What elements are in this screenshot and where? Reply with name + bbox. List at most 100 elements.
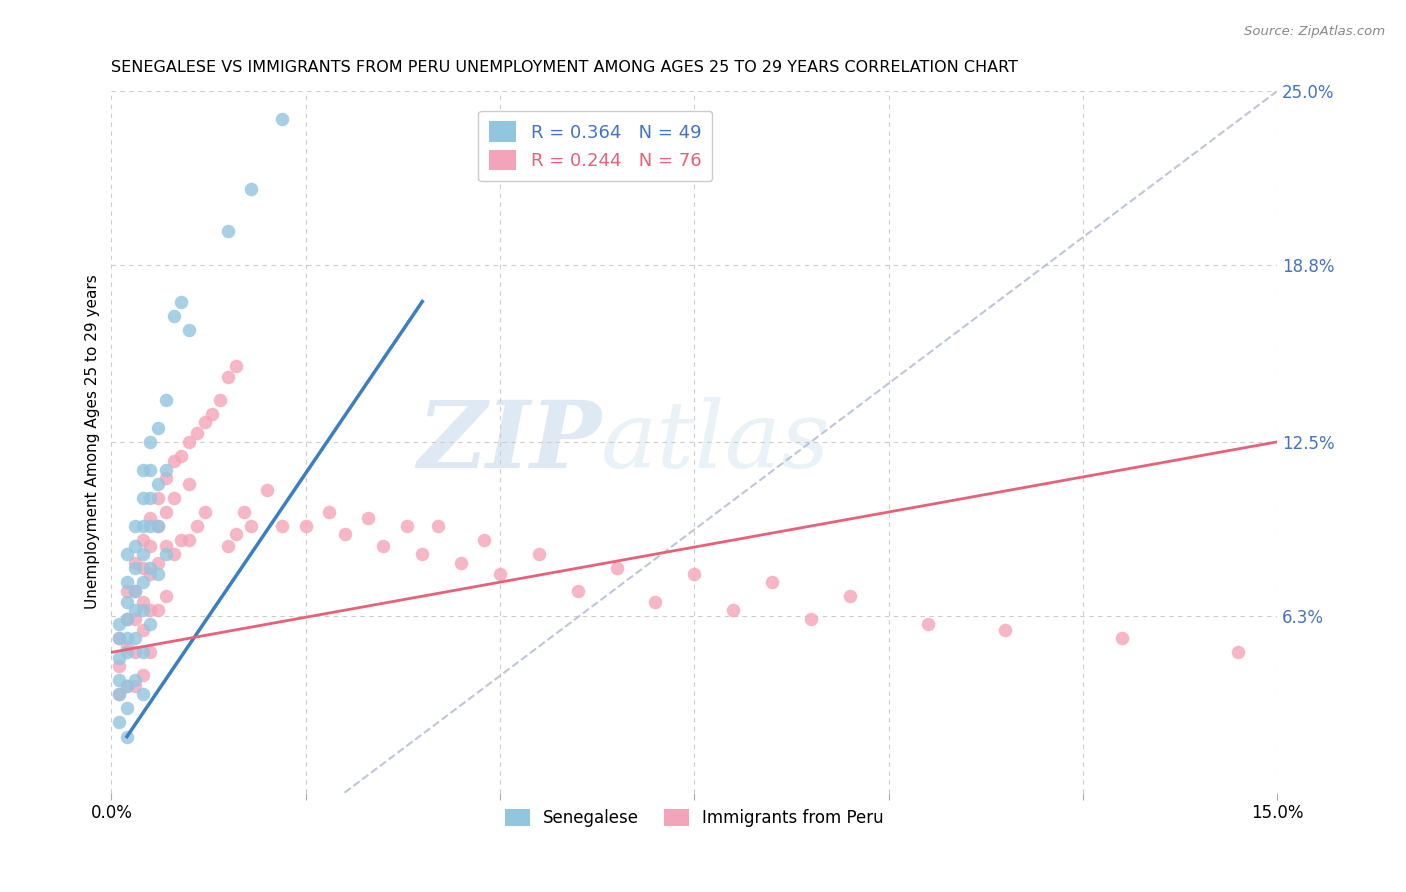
Point bbox=[115, 575, 138, 590]
Point bbox=[838, 589, 860, 603]
Point bbox=[155, 505, 177, 519]
Text: SENEGALESE VS IMMIGRANTS FROM PERU UNEMPLOYMENT AMONG AGES 25 TO 29 YEARS CORREL: SENEGALESE VS IMMIGRANTS FROM PERU UNEMP… bbox=[111, 60, 1018, 75]
Point bbox=[489, 566, 512, 581]
Point bbox=[186, 519, 208, 533]
Point bbox=[567, 583, 589, 598]
Point bbox=[162, 454, 184, 468]
Point bbox=[115, 645, 138, 659]
Point bbox=[131, 667, 153, 681]
Point bbox=[155, 547, 177, 561]
Point bbox=[683, 566, 706, 581]
Point bbox=[124, 583, 146, 598]
Point bbox=[139, 603, 162, 617]
Point bbox=[146, 421, 169, 435]
Point bbox=[108, 659, 131, 673]
Point bbox=[139, 519, 162, 533]
Point bbox=[139, 566, 162, 581]
Point bbox=[474, 533, 496, 547]
Point bbox=[194, 415, 217, 429]
Point bbox=[179, 434, 201, 449]
Point bbox=[357, 510, 380, 524]
Point bbox=[131, 688, 153, 702]
Point bbox=[131, 645, 153, 659]
Point bbox=[124, 632, 146, 646]
Point bbox=[333, 527, 356, 541]
Point bbox=[124, 645, 146, 659]
Point bbox=[170, 449, 193, 463]
Point bbox=[179, 477, 201, 491]
Point bbox=[115, 632, 138, 646]
Point bbox=[139, 491, 162, 505]
Point bbox=[108, 715, 131, 730]
Point bbox=[139, 561, 162, 575]
Point bbox=[146, 491, 169, 505]
Point bbox=[201, 407, 224, 421]
Point bbox=[294, 519, 316, 533]
Point bbox=[209, 392, 232, 407]
Point bbox=[373, 539, 395, 553]
Point bbox=[124, 603, 146, 617]
Point bbox=[217, 224, 239, 238]
Point bbox=[115, 679, 138, 693]
Point bbox=[232, 505, 254, 519]
Point bbox=[124, 679, 146, 693]
Point bbox=[108, 651, 131, 665]
Point bbox=[155, 471, 177, 485]
Point bbox=[155, 589, 177, 603]
Point bbox=[139, 434, 162, 449]
Point bbox=[108, 688, 131, 702]
Point bbox=[124, 539, 146, 553]
Point bbox=[115, 612, 138, 626]
Point bbox=[179, 322, 201, 336]
Point bbox=[146, 519, 169, 533]
Point bbox=[395, 519, 418, 533]
Point bbox=[271, 519, 294, 533]
Point bbox=[108, 617, 131, 632]
Point bbox=[146, 477, 169, 491]
Point bbox=[131, 547, 153, 561]
Point bbox=[115, 640, 138, 654]
Point bbox=[115, 595, 138, 609]
Point bbox=[108, 632, 131, 646]
Point bbox=[115, 730, 138, 744]
Point bbox=[155, 539, 177, 553]
Point bbox=[225, 359, 247, 373]
Point bbox=[139, 539, 162, 553]
Point bbox=[108, 632, 131, 646]
Point bbox=[155, 463, 177, 477]
Point bbox=[217, 370, 239, 384]
Point bbox=[994, 623, 1017, 637]
Point bbox=[426, 519, 449, 533]
Text: atlas: atlas bbox=[602, 397, 831, 487]
Point bbox=[450, 556, 472, 570]
Point bbox=[131, 603, 153, 617]
Point bbox=[108, 673, 131, 688]
Point bbox=[1111, 632, 1133, 646]
Point bbox=[162, 309, 184, 323]
Point bbox=[146, 519, 169, 533]
Legend: Senegalese, Immigrants from Peru: Senegalese, Immigrants from Peru bbox=[498, 802, 890, 833]
Point bbox=[162, 547, 184, 561]
Point bbox=[131, 491, 153, 505]
Point bbox=[131, 575, 153, 590]
Point bbox=[115, 701, 138, 715]
Point bbox=[240, 519, 263, 533]
Point bbox=[115, 583, 138, 598]
Point bbox=[124, 612, 146, 626]
Y-axis label: Unemployment Among Ages 25 to 29 years: Unemployment Among Ages 25 to 29 years bbox=[86, 275, 100, 609]
Point bbox=[240, 182, 263, 196]
Point bbox=[131, 561, 153, 575]
Point bbox=[155, 392, 177, 407]
Point bbox=[146, 566, 169, 581]
Point bbox=[131, 623, 153, 637]
Point bbox=[917, 617, 939, 632]
Text: Source: ZipAtlas.com: Source: ZipAtlas.com bbox=[1244, 25, 1385, 38]
Point bbox=[411, 547, 433, 561]
Point bbox=[170, 533, 193, 547]
Point bbox=[139, 510, 162, 524]
Point bbox=[146, 556, 169, 570]
Point bbox=[124, 561, 146, 575]
Point bbox=[217, 539, 239, 553]
Point bbox=[194, 505, 217, 519]
Point bbox=[800, 612, 823, 626]
